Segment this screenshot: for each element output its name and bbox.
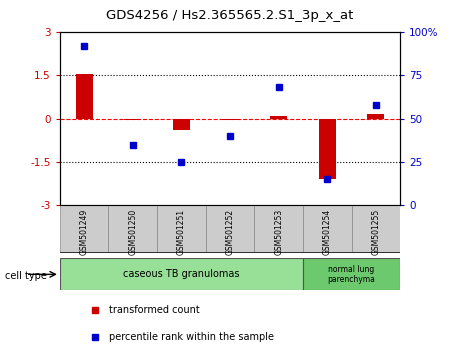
Text: GSM501255: GSM501255 bbox=[370, 209, 380, 255]
Bar bbox=[108, 205, 157, 252]
Text: GSM501251: GSM501251 bbox=[177, 209, 185, 255]
Bar bbox=[302, 258, 399, 290]
Bar bbox=[205, 205, 254, 252]
Bar bbox=[60, 205, 108, 252]
Text: GSM501254: GSM501254 bbox=[322, 209, 331, 255]
Bar bbox=[269, 116, 286, 119]
Bar bbox=[157, 205, 205, 252]
Bar bbox=[173, 119, 190, 130]
Bar bbox=[75, 74, 92, 119]
Bar bbox=[351, 205, 399, 252]
Bar bbox=[367, 114, 384, 119]
Text: percentile rank within the sample: percentile rank within the sample bbox=[108, 332, 273, 342]
Text: transformed count: transformed count bbox=[108, 306, 199, 315]
Text: GSM501250: GSM501250 bbox=[128, 209, 137, 255]
Text: GDS4256 / Hs2.365565.2.S1_3p_x_at: GDS4256 / Hs2.365565.2.S1_3p_x_at bbox=[106, 9, 353, 22]
Bar bbox=[221, 119, 238, 120]
Text: normal lung
parenchyma: normal lung parenchyma bbox=[327, 265, 375, 284]
Text: caseous TB granulomas: caseous TB granulomas bbox=[123, 269, 239, 279]
Text: cell type: cell type bbox=[5, 271, 46, 281]
Bar bbox=[318, 119, 335, 179]
Bar bbox=[60, 258, 302, 290]
Text: GSM501253: GSM501253 bbox=[274, 209, 282, 255]
Bar bbox=[254, 205, 302, 252]
Text: GSM501252: GSM501252 bbox=[225, 209, 234, 255]
Bar bbox=[302, 205, 351, 252]
Bar bbox=[124, 119, 141, 120]
Text: GSM501249: GSM501249 bbox=[79, 209, 89, 255]
